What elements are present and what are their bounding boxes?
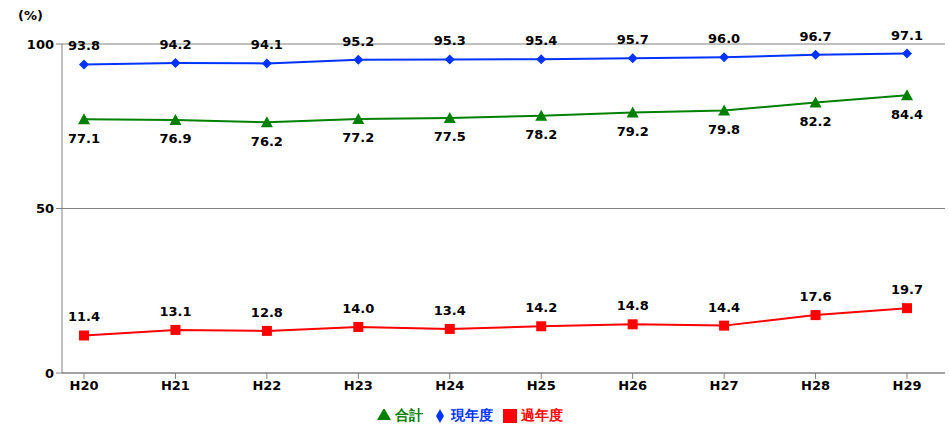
svg-text:13.4: 13.4 [434, 303, 466, 318]
svg-text:77.5: 77.5 [434, 129, 466, 144]
svg-text:13.1: 13.1 [159, 304, 191, 319]
svg-text:77.2: 77.2 [342, 130, 374, 145]
svg-text:84.4: 84.4 [891, 107, 923, 122]
svg-text:97.1: 97.1 [891, 28, 923, 43]
svg-text:78.2: 78.2 [525, 127, 557, 142]
svg-text:H22: H22 [252, 378, 281, 393]
svg-text:12.8: 12.8 [251, 305, 283, 320]
svg-text:79.2: 79.2 [617, 124, 649, 139]
html-text:過年度: 過年度 [521, 407, 563, 423]
svg-text:14.2: 14.2 [525, 300, 557, 315]
svg-text:0: 0 [45, 366, 54, 381]
svg-text:H20: H20 [70, 378, 99, 393]
svg-text:14.0: 14.0 [342, 301, 374, 316]
svg-text:17.6: 17.6 [800, 289, 832, 304]
svg-text:79.8: 79.8 [708, 122, 740, 137]
svg-text:H25: H25 [527, 378, 556, 393]
svg-text:96.7: 96.7 [800, 29, 832, 44]
svg-text:96.0: 96.0 [708, 31, 740, 46]
svg-text:77.1: 77.1 [68, 131, 100, 146]
svg-text:95.7: 95.7 [617, 32, 649, 47]
svg-text:100: 100 [27, 37, 54, 52]
svg-text:H29: H29 [893, 378, 922, 393]
html-text:現年度: 現年度 [451, 407, 493, 423]
svg-text:76.2: 76.2 [251, 134, 283, 149]
svg-text:11.4: 11.4 [68, 309, 100, 324]
svg-text:H23: H23 [344, 378, 373, 393]
svg-text:H24: H24 [435, 378, 464, 393]
svg-text:94.2: 94.2 [159, 37, 191, 52]
svg-text:95.3: 95.3 [434, 33, 466, 48]
svg-text:H26: H26 [618, 378, 647, 393]
svg-text:76.9: 76.9 [159, 131, 191, 146]
html-text:合計: 合計 [395, 407, 423, 423]
svg-text:50: 50 [36, 201, 54, 216]
svg-text:95.4: 95.4 [525, 33, 557, 48]
svg-text:14.4: 14.4 [708, 300, 740, 315]
svg-text:82.2: 82.2 [800, 114, 832, 129]
svg-text:H21: H21 [161, 378, 190, 393]
svg-text:H27: H27 [710, 378, 739, 393]
svg-text:14.8: 14.8 [617, 298, 649, 313]
svg-text:95.2: 95.2 [342, 34, 374, 49]
svg-text:93.8: 93.8 [68, 38, 100, 53]
svg-text:H28: H28 [801, 378, 830, 393]
svg-text:19.7: 19.7 [891, 282, 923, 297]
svg-text:94.1: 94.1 [251, 37, 283, 52]
